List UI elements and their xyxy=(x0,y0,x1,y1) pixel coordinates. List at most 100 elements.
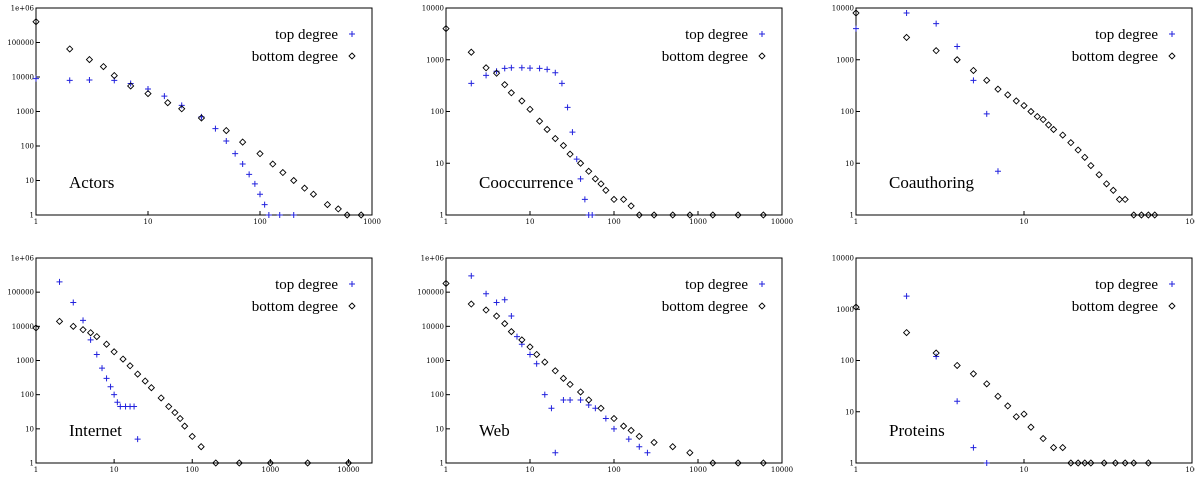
data-point xyxy=(734,459,742,467)
y-tick-label: 100000 xyxy=(7,289,34,297)
data-point xyxy=(1039,115,1047,124)
data-point xyxy=(157,394,165,402)
data-point xyxy=(1012,413,1020,421)
data-point xyxy=(1151,211,1159,219)
panel-title: Coauthoring xyxy=(889,173,974,192)
legend: top degree bottom degree xyxy=(252,27,356,65)
data-point xyxy=(32,18,40,26)
data-point xyxy=(669,443,677,451)
data-point xyxy=(627,426,635,435)
data-point xyxy=(541,391,548,398)
data-point xyxy=(597,404,605,412)
data-point xyxy=(1081,153,1089,161)
data-point xyxy=(1059,443,1067,452)
data-point xyxy=(970,444,977,451)
legend-label: bottom degree xyxy=(662,299,749,315)
data-point xyxy=(1130,211,1138,219)
data-point xyxy=(508,313,515,320)
legend-label: bottom degree xyxy=(662,49,749,65)
legend-marker xyxy=(1168,52,1176,60)
data-point xyxy=(276,212,283,218)
y-tick-label: 1000 xyxy=(16,108,34,116)
data-point xyxy=(625,436,632,443)
data-point xyxy=(309,190,318,198)
y-tick-label: 10000 xyxy=(12,74,34,82)
data-point xyxy=(619,422,628,430)
data-point xyxy=(323,200,332,209)
x-tick-label: 10 xyxy=(526,466,535,474)
legend-label: bottom degree xyxy=(1072,49,1159,65)
data-point xyxy=(110,71,118,80)
data-point xyxy=(759,459,768,467)
data-point xyxy=(265,212,272,218)
data-point xyxy=(602,415,609,422)
data-point xyxy=(483,290,490,297)
data-point xyxy=(518,97,526,105)
data-point xyxy=(1109,186,1117,194)
data-point xyxy=(983,110,990,117)
y-tick-label: 1 xyxy=(30,212,34,220)
data-point xyxy=(1144,459,1153,467)
data-point xyxy=(903,10,910,17)
x-tick-label: 1000 xyxy=(689,218,707,226)
data-point xyxy=(1033,112,1041,121)
series-top-degree xyxy=(33,75,297,218)
y-tick-label: 10 xyxy=(845,408,854,416)
series-top-degree xyxy=(468,272,651,456)
data-point xyxy=(852,9,860,17)
data-point xyxy=(933,20,940,27)
data-point xyxy=(559,141,568,150)
y-tick-label: 1 xyxy=(850,460,854,468)
data-point xyxy=(114,399,121,406)
data-point xyxy=(165,402,173,411)
data-point xyxy=(66,77,73,84)
data-point xyxy=(551,134,559,143)
data-point xyxy=(501,296,508,303)
data-point xyxy=(1044,121,1053,129)
data-point xyxy=(994,85,1002,93)
data-point xyxy=(334,205,342,213)
data-point xyxy=(533,360,540,367)
data-point xyxy=(1059,131,1067,139)
y-tick-label: 1 xyxy=(30,460,34,468)
data-point xyxy=(119,355,127,363)
panel-title: Proteins xyxy=(889,421,945,440)
legend-marker xyxy=(348,302,356,310)
panel-web: 1 10 100 1000 10000 1 10 100 1000 10000 100000 1e+0… xyxy=(417,255,793,475)
y-tick-label: 100000 xyxy=(7,39,34,47)
data-point xyxy=(482,306,490,314)
data-point xyxy=(99,365,106,372)
x-tick-label: 10000 xyxy=(337,466,359,474)
y-tick-label: 1000 xyxy=(16,357,34,365)
x-tick-label: 1 xyxy=(854,466,858,474)
legend-marker xyxy=(348,52,356,60)
data-point xyxy=(585,396,593,404)
legend-label: bottom degree xyxy=(252,299,339,315)
x-tick-label: 100 xyxy=(1185,218,1195,226)
data-point xyxy=(86,76,93,83)
y-tick-label: 1 xyxy=(440,212,444,220)
data-point xyxy=(709,211,717,219)
legend-label: top degree xyxy=(1095,27,1158,43)
data-point xyxy=(501,81,509,89)
legend-label: top degree xyxy=(275,27,338,43)
data-point xyxy=(1049,125,1058,134)
data-point xyxy=(527,65,533,72)
data-point xyxy=(188,432,196,441)
data-point xyxy=(507,89,516,97)
data-point xyxy=(518,341,525,348)
data-point xyxy=(256,150,264,158)
data-point xyxy=(86,329,95,337)
data-point xyxy=(932,47,940,55)
y-tick-label: 10 xyxy=(25,425,34,433)
data-point xyxy=(141,377,149,385)
data-point xyxy=(257,191,263,198)
x-tick-label: 100 xyxy=(186,466,199,474)
data-layer xyxy=(32,278,353,467)
data-point xyxy=(552,69,559,76)
y-tick-label: 10 xyxy=(435,160,444,168)
data-point xyxy=(567,396,574,403)
data-point xyxy=(552,449,559,456)
data-point xyxy=(66,45,74,53)
data-point xyxy=(544,66,551,73)
